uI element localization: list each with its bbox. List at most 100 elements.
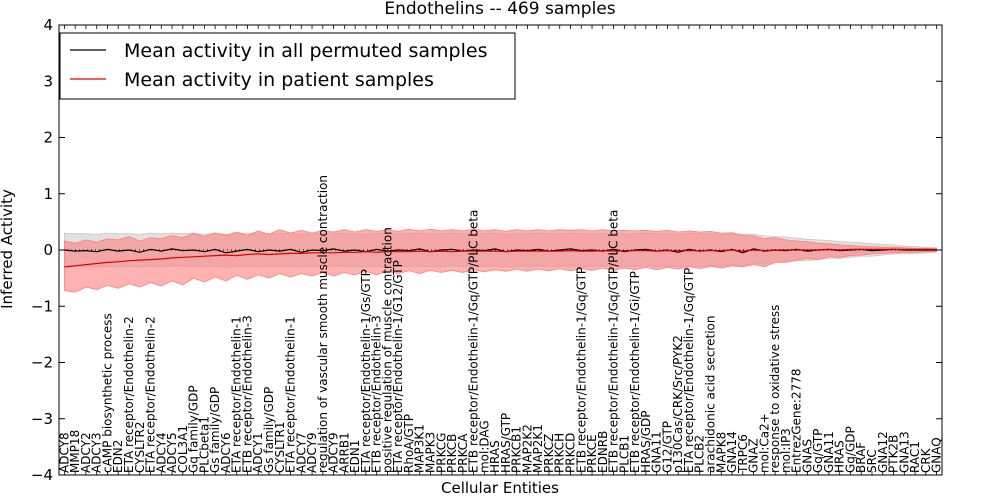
entity-label: CRK [919, 447, 933, 473]
entity-label: MAP2K1 [531, 424, 545, 473]
entity-label: Gq/GTP [811, 429, 825, 473]
entity-label: EDN1 [348, 440, 362, 473]
entity-label: MMP18 [68, 430, 82, 473]
entity-label: HRAS/GTP [499, 413, 513, 473]
confidence-bands [64, 228, 937, 293]
entity-label: mol:Ca2+ [757, 413, 771, 473]
entity-label: Gs family/GDP [262, 387, 276, 473]
entity-label: response to oxidative stress [768, 305, 782, 473]
y-tick-label: −2 [31, 354, 53, 372]
entity-label: ETB receptor/Endothelin-1/Gq/GTP [574, 267, 588, 473]
x-ticks [63, 25, 938, 475]
entity-label: ADCY3 [90, 432, 104, 473]
y-tick-label: 0 [43, 241, 53, 259]
entity-label: PRKCA [456, 433, 470, 473]
entity-label: PLCbeta1 [197, 416, 211, 473]
x-axis-label: Cellular Entities [441, 479, 559, 497]
entity-label: ETB receptor/Endothelin-1/Gi/GTP [628, 271, 642, 473]
entity-label: ETB receptor/Endothelin-1/Gq/GTP/PLC bet… [607, 210, 621, 473]
y-tick-label: 1 [43, 185, 53, 203]
entity-label: Gq family/GDP [187, 385, 201, 473]
entity-label: ADCY9 [305, 432, 319, 473]
entity-label: MAPK8 [714, 432, 728, 473]
y-tick-label: 4 [43, 16, 53, 34]
entity-label: ETA receptor/Endothelin-1 [284, 316, 298, 473]
patient-band [64, 228, 937, 293]
chart-title: Endothelins -- 469 samples [384, 0, 615, 19]
entity-label: SRC [865, 449, 879, 473]
entity-label: arachidonic acid secretion [704, 316, 718, 473]
entity-label: ADCY8 [57, 432, 71, 473]
entity-label: ETA receptor/Endothelin-2 [144, 316, 158, 473]
entity-label: PRKCD [564, 433, 578, 473]
entity-label: GNA12 [876, 431, 890, 473]
entity-label: COL3A1 [176, 425, 190, 473]
entity-label: Gq/GDP [844, 426, 858, 473]
entity-label: regulation of vascular smooth muscle con… [316, 175, 330, 473]
legend-label-patient: Mean activity in patient samples [124, 69, 434, 91]
entity-label: TRPC6 [736, 434, 750, 474]
entity-label: MAP3K1 [413, 424, 427, 473]
entity-label: GNAZ [747, 438, 761, 473]
entity-label: PLCB1 [617, 435, 631, 473]
entity-label: mol:DAG [477, 420, 491, 473]
entity-label: RhoA/GTP [402, 414, 416, 473]
y-tick-label: 2 [43, 129, 53, 147]
entity-label: ADCY5 [165, 432, 179, 473]
entity-label: EDNRB [596, 431, 610, 473]
entity-label: PRKCB1 [510, 426, 524, 473]
entity-label: ETB receptor/Endothelin-3 [240, 315, 254, 473]
y-tick-label: −4 [31, 466, 53, 484]
entity-label: ADCY6 [219, 432, 233, 473]
entity-label: PRKCE [585, 434, 599, 473]
entity-label: PRKCH [553, 433, 567, 473]
entity-label: GNAS [800, 439, 814, 473]
entity-label: RAC1 [908, 441, 922, 473]
entity-label: ADCY2 [79, 432, 93, 473]
entity-label: GNAQ [930, 437, 944, 473]
entity-label: EDN2 [111, 440, 125, 473]
entity-label: ETA receptor/Endothelin-2 [122, 316, 136, 473]
entity-label: ETA receptor/Endothelin-1/G12/GTP [391, 260, 405, 473]
entity-label: ADCY4 [154, 432, 168, 473]
legend-box [59, 32, 516, 100]
entity-label: ADCY7 [294, 432, 308, 473]
entity-label: PTK2B [887, 435, 901, 473]
entity-label: GNA11 [822, 431, 836, 473]
entity-label: HRAS [488, 440, 502, 473]
entity-label: MAP2K2 [520, 424, 534, 473]
entity-label: G12/GTP [660, 421, 674, 473]
legend-label-permuted: Mean activity in all permuted samples [124, 40, 487, 62]
entity-label: ETA receptor/Endothelin-1/Gs/GTP [359, 269, 373, 473]
entity-label: GNA13 [897, 431, 911, 473]
entity-label: PRKCB [445, 434, 459, 473]
entity-label: PRKCZ [542, 434, 556, 473]
entity-label: CYSLTR2 [133, 422, 147, 473]
entity-label: positive regulation of muscle contractio… [380, 227, 394, 473]
legend: Mean activity in all permuted samples Me… [59, 32, 516, 100]
entity-label: cAMP biosynthetic process [101, 313, 115, 473]
entity-label: HRAS [833, 440, 847, 473]
entity-label: EntrezGene:2778 [790, 369, 804, 474]
entity-label: ETB receptor/Endothelin-1/Gq/GTP/PLC bet… [467, 210, 481, 473]
y-tick-label: 3 [43, 72, 53, 90]
entity-label: ETB receptor/Endothelin-3 [370, 315, 384, 473]
entity-label: p130Cas/CRK/Src/PYK2 [671, 335, 685, 473]
y-tick-label: −3 [31, 410, 53, 428]
y-axis-label: Inferred Activity [0, 189, 16, 309]
entity-label: GNA11 [650, 431, 664, 473]
entity-label: CYSLTR1 [273, 422, 287, 473]
entity-label: ADCY9 [327, 432, 341, 473]
plot-frame [58, 24, 943, 476]
y-ticks: −4 −3 −2 −1 0 1 2 3 4 [31, 16, 942, 484]
entity-label: ARRB1 [337, 432, 351, 473]
entity-label: ETA receptor/Endothelin-1 [230, 316, 244, 473]
entity-label: BRAF [854, 442, 868, 473]
entity-label: PRKCG [434, 433, 448, 473]
entity-label: HRAS/GDP [639, 410, 653, 473]
entity-label: MAPK3 [424, 432, 438, 473]
entity-label: GNA14 [725, 431, 739, 473]
entity-label: ADCY1 [251, 432, 265, 473]
